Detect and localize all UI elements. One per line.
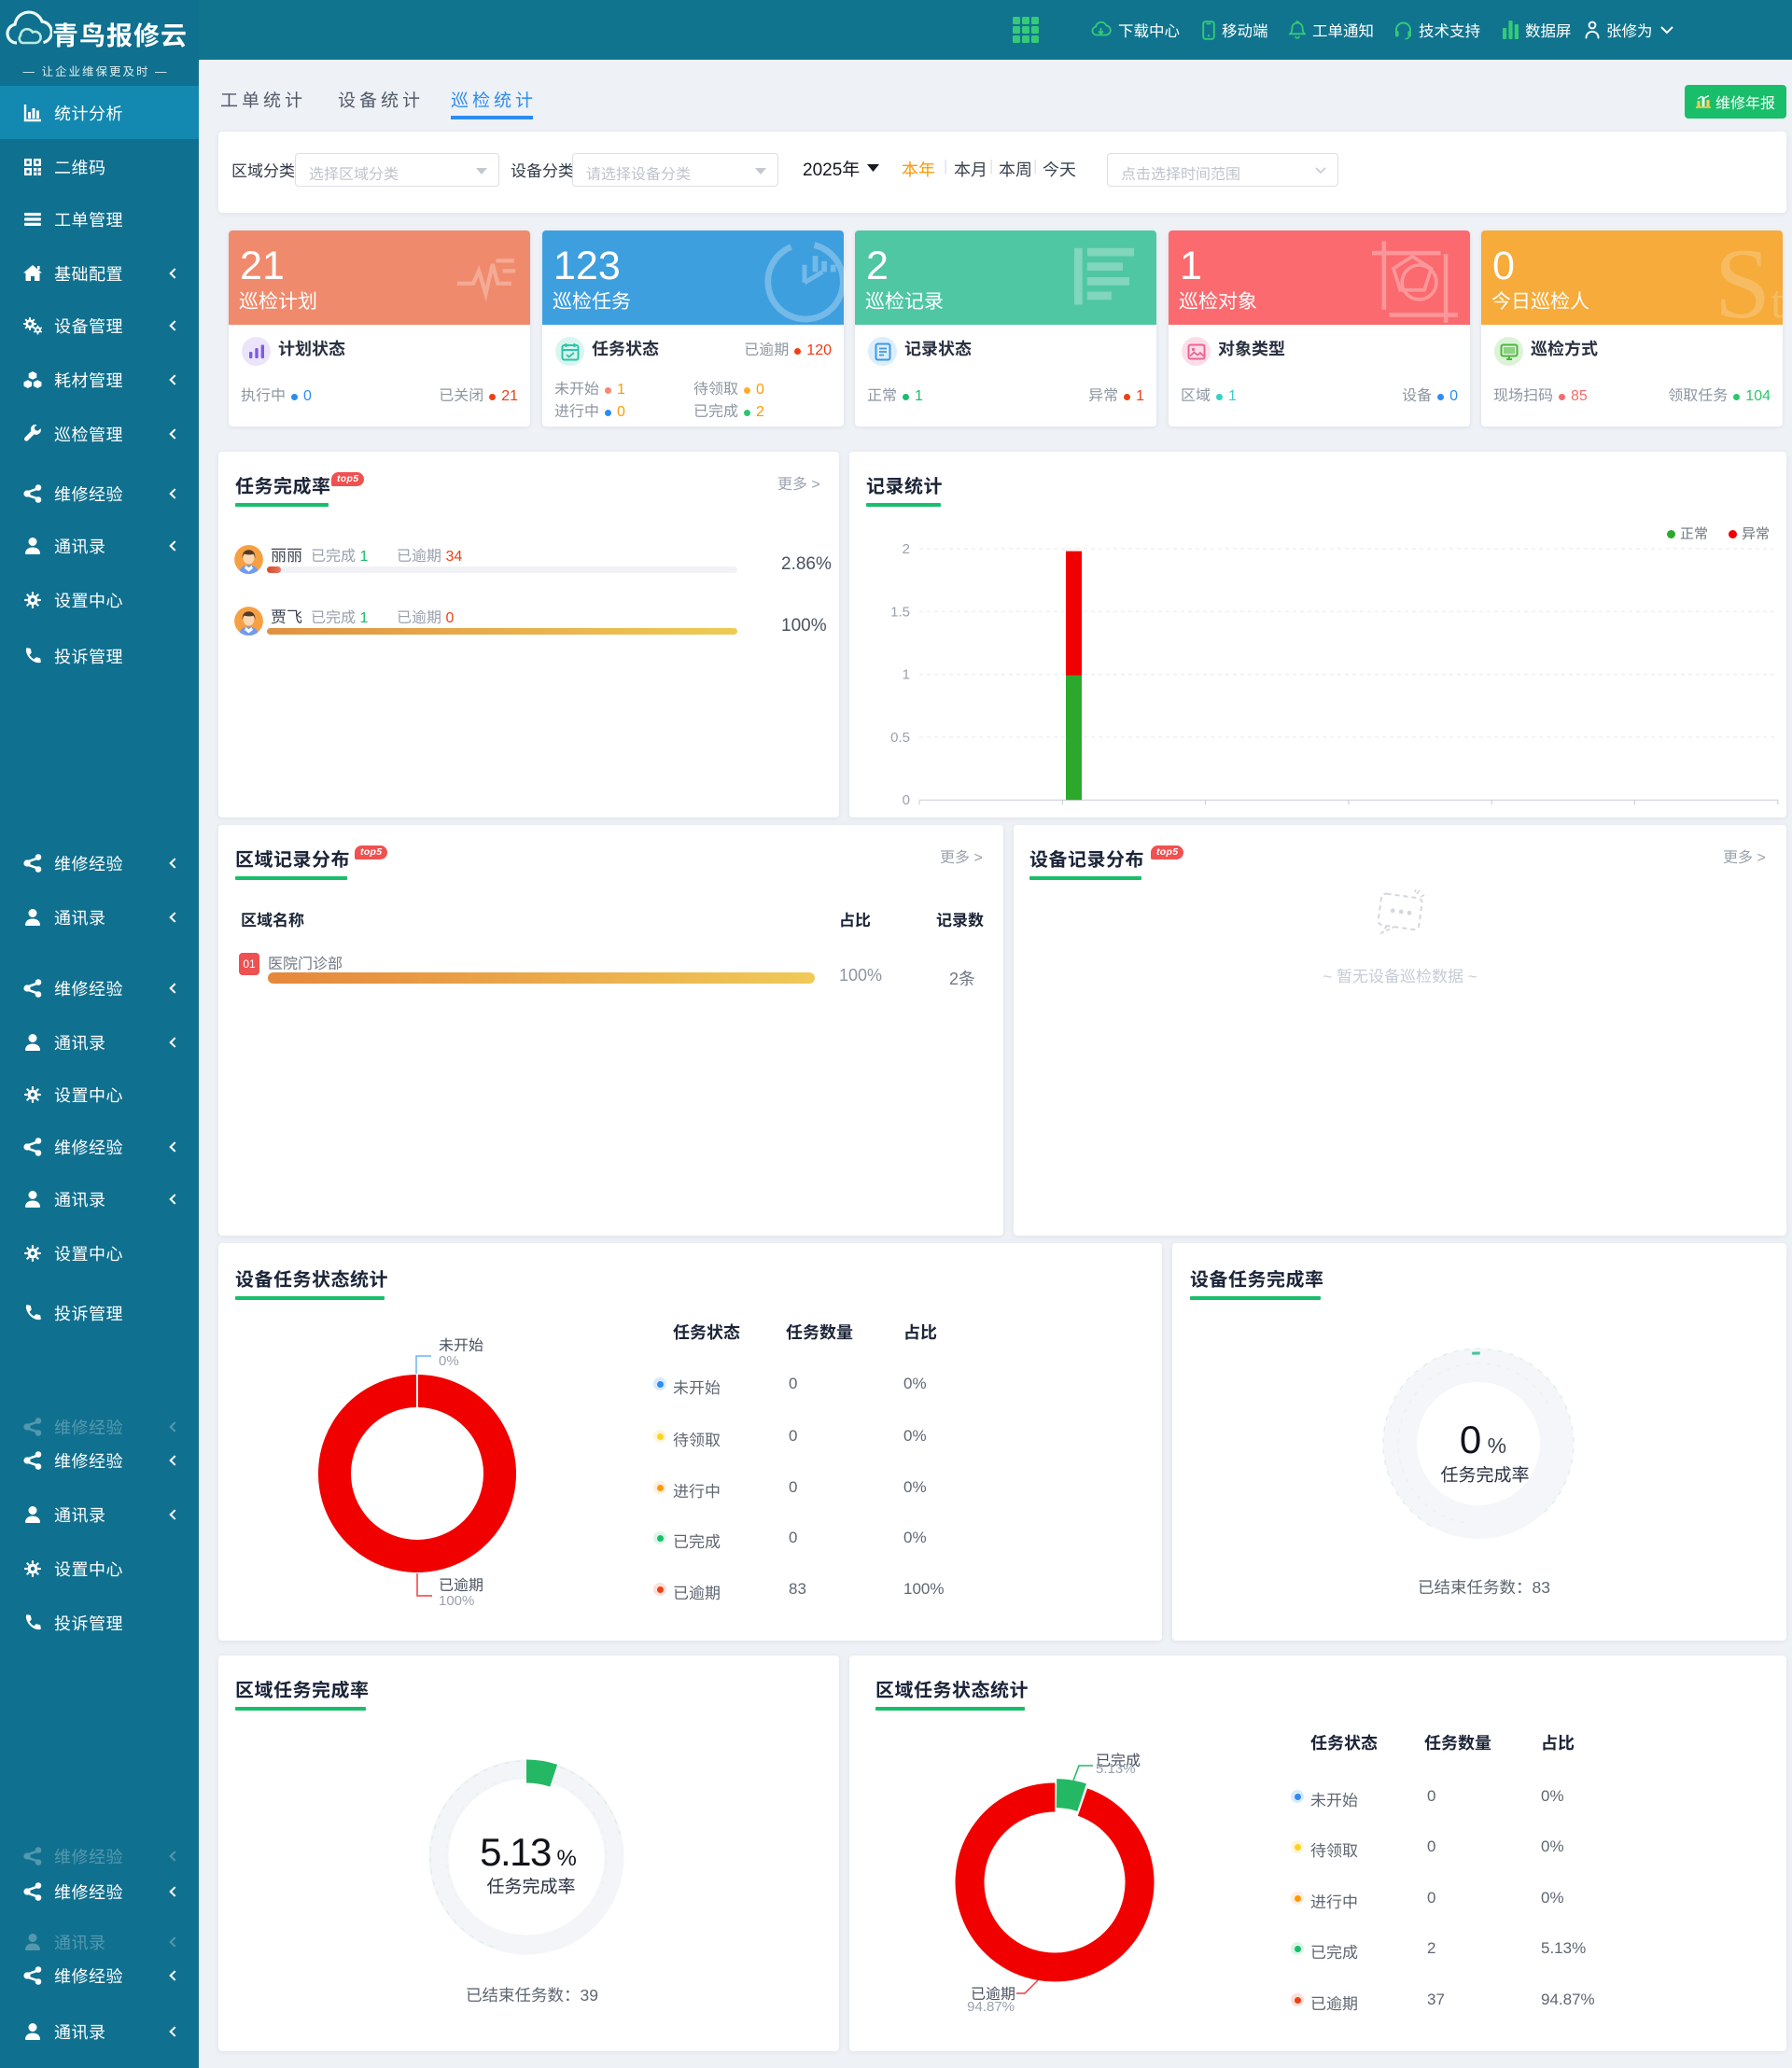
svg-text:0: 0 [903, 792, 910, 808]
svg-text:0.5: 0.5 [890, 730, 910, 746]
svg-text:1: 1 [903, 667, 910, 683]
svg-text:2: 2 [903, 541, 910, 557]
svg-text:1.5: 1.5 [890, 604, 910, 620]
